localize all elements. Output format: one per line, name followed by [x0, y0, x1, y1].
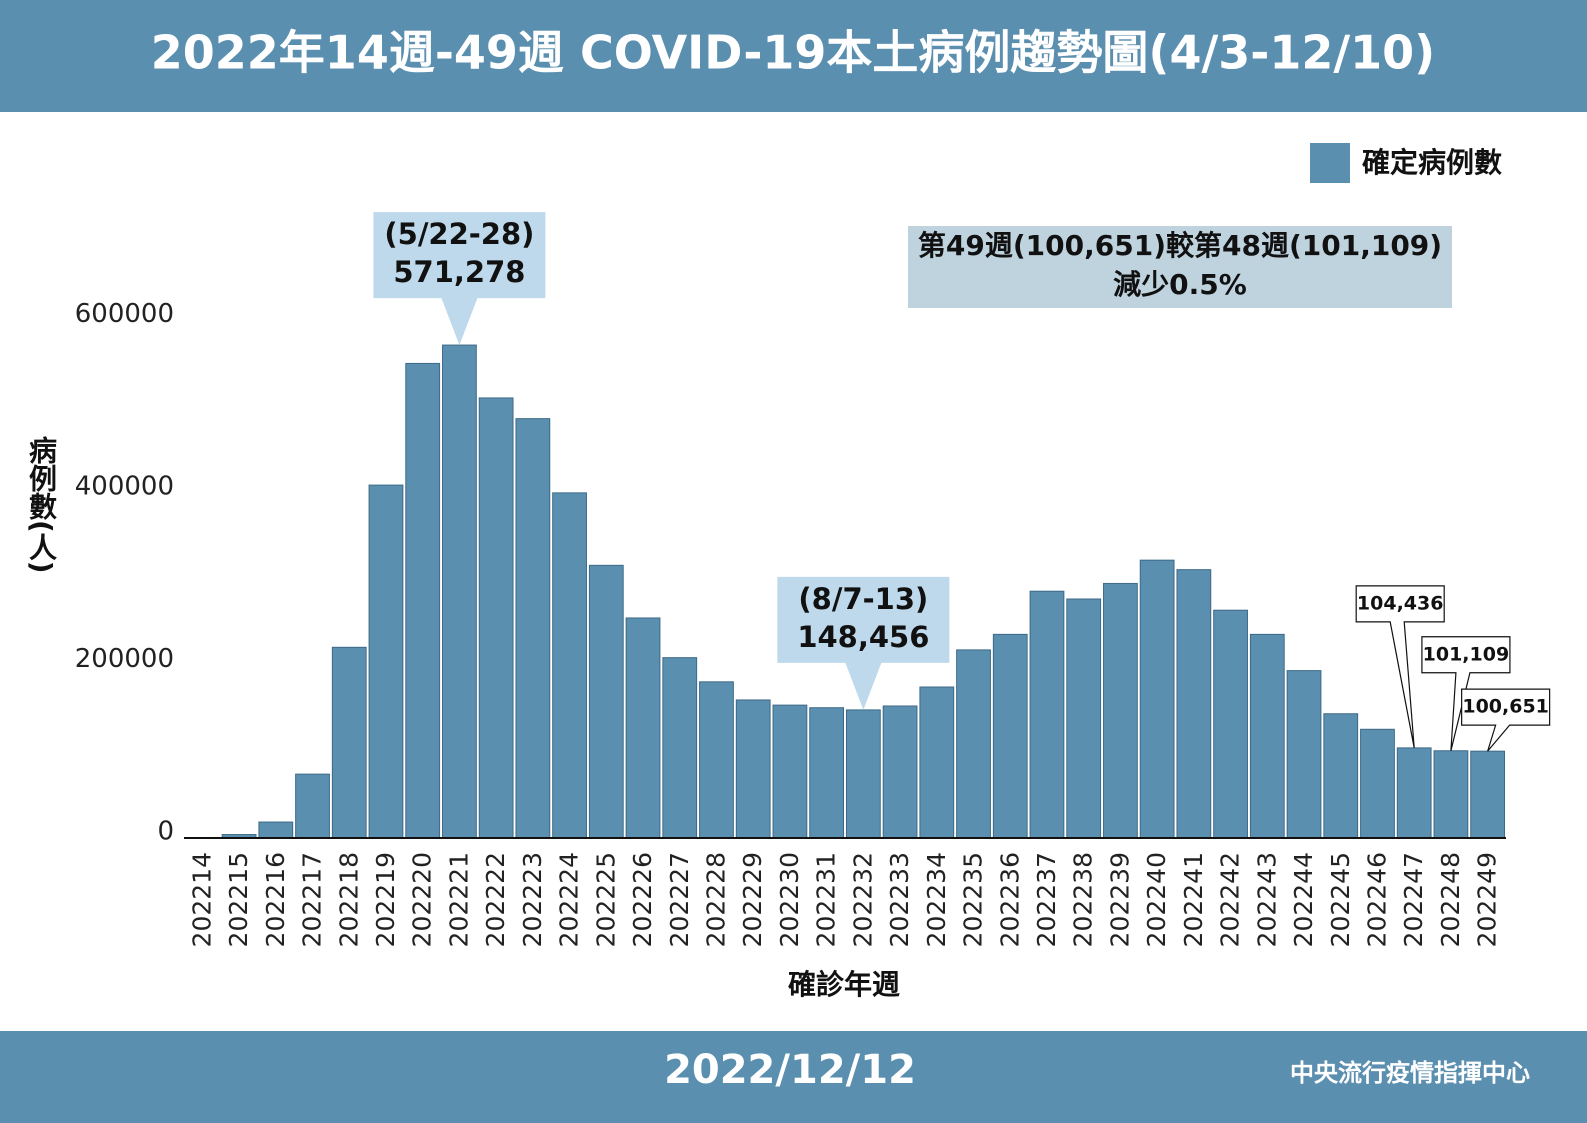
callout-box: [777, 576, 950, 710]
x-tick-label: 202245: [1326, 852, 1355, 947]
bar: [1286, 670, 1322, 839]
bar: [588, 564, 624, 839]
x-tick-label: 202219: [371, 852, 400, 947]
x-tick-label: 202241: [1179, 852, 1208, 947]
x-tick-label: 202216: [261, 852, 290, 947]
y-tick-label: 0: [157, 817, 174, 847]
y-axis-label: 病例數(人): [25, 436, 58, 574]
x-tick-label: 202228: [701, 852, 730, 947]
x-tick-label: 202224: [555, 852, 584, 947]
value-label-box: [1421, 636, 1511, 751]
footer-bar: [0, 1031, 1587, 1123]
y-tick-label: 200000: [75, 644, 174, 674]
bar: [1103, 582, 1138, 839]
bar: [1470, 750, 1506, 839]
bar: [662, 657, 698, 839]
x-tick-label: 202234: [922, 852, 951, 947]
callout-box: [373, 212, 546, 346]
x-tick-label: 202220: [408, 852, 437, 947]
chart-title: 2022年14週-49週 COVID-19本土病例趨勢圖(4/3-12/10): [151, 26, 1435, 80]
legend-label: 確定病例數: [1362, 146, 1502, 179]
bar: [1433, 750, 1469, 839]
x-tick-label: 202217: [298, 852, 327, 947]
x-tick-label: 202240: [1142, 852, 1171, 947]
x-tick-label: 202243: [1252, 852, 1281, 947]
bar: [295, 773, 330, 839]
bar: [845, 709, 881, 839]
note-box: [908, 226, 1452, 308]
bar: [1139, 559, 1175, 839]
x-tick-label: 202226: [628, 852, 657, 947]
bar: [1176, 569, 1212, 839]
x-tick-label: 202239: [1105, 852, 1134, 947]
bar: [515, 418, 551, 839]
x-tick-label: 202246: [1362, 852, 1391, 947]
x-tick-label: 202248: [1436, 852, 1465, 947]
legend-swatch: [1310, 143, 1350, 183]
bar: [956, 649, 991, 839]
value-label: 148,456: [797, 620, 929, 654]
bar: [882, 705, 918, 839]
value-label: 101,109: [1423, 643, 1510, 665]
x-tick-label: 202221: [444, 852, 473, 947]
bar: [331, 646, 367, 839]
value-label: 571,278: [393, 255, 525, 289]
x-tick-label: 202244: [1289, 852, 1318, 947]
x-tick-label: 202249: [1473, 852, 1502, 947]
value-label: 104,436: [1357, 592, 1444, 614]
bar: [1029, 590, 1065, 839]
bar: [1360, 728, 1395, 839]
value-label: 100,651: [1462, 696, 1549, 718]
x-tick-label: 202231: [812, 852, 841, 947]
x-tick-label: 202236: [995, 852, 1024, 947]
bar: [1213, 609, 1248, 839]
value-label-box: [1355, 585, 1445, 748]
x-tick-label: 202227: [665, 852, 694, 947]
bar: [992, 633, 1028, 839]
x-tick-label: 202215: [224, 852, 253, 947]
bar: [625, 617, 661, 839]
x-tick-label: 202237: [1032, 852, 1061, 947]
note-line: 減少0.5%: [1113, 268, 1247, 301]
x-tick-label: 202222: [481, 852, 510, 947]
x-tick-label: 202223: [518, 852, 547, 947]
bar: [442, 344, 477, 839]
x-tick-label: 202214: [187, 852, 216, 947]
x-tick-label: 202233: [885, 852, 914, 947]
bar: [1323, 713, 1359, 839]
bar: [735, 699, 771, 839]
y-tick-label: 400000: [75, 471, 174, 501]
bar: [1066, 598, 1102, 839]
bar: [368, 484, 404, 839]
x-axis-label: 確診年週: [788, 968, 900, 1001]
bar: [919, 686, 955, 839]
bar: [405, 362, 441, 839]
x-tick-label: 202229: [738, 852, 767, 947]
bar: [809, 707, 845, 839]
bar: [772, 704, 808, 839]
footer-date: 2022/12/12: [664, 1047, 916, 1093]
x-tick-label: 202218: [334, 852, 363, 947]
annotation: (5/22-28): [384, 217, 534, 251]
bar: [258, 821, 294, 839]
bar: [478, 397, 514, 839]
value-label-box: [1461, 688, 1551, 752]
x-tick-label: 202230: [775, 852, 804, 947]
x-tick-label: 202235: [959, 852, 988, 947]
bar: [699, 681, 734, 839]
footer-source: 中央流行疫情指揮中心: [1290, 1059, 1530, 1087]
x-tick-label: 202242: [1216, 852, 1245, 947]
x-tick-label: 202225: [591, 852, 620, 947]
annotation: (8/7-13): [798, 582, 928, 616]
x-tick-label: 202238: [1069, 852, 1098, 947]
bar: [1396, 747, 1432, 839]
x-tick-label: 202232: [848, 852, 877, 947]
bar: [1249, 633, 1285, 839]
header-bar: [0, 0, 1587, 112]
note-line: 第49週(100,651)較第48週(101,109): [918, 229, 1442, 262]
x-tick-label: 202247: [1399, 852, 1428, 947]
bar: [552, 492, 587, 839]
y-tick-label: 600000: [75, 299, 174, 329]
